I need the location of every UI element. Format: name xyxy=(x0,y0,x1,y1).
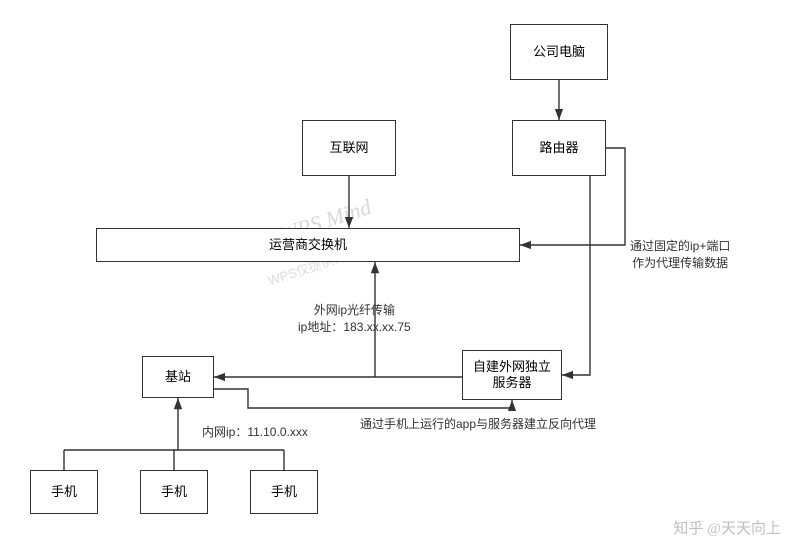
node-base-station: 基站 xyxy=(142,356,214,398)
node-internet: 互联网 xyxy=(302,120,396,176)
label-reverse-proxy: 通过手机上运行的app与服务器建立反向代理 xyxy=(360,416,596,433)
node-phone-1: 手机 xyxy=(30,470,98,514)
label-lan-ip: 内网ip：11.10.0.xxx xyxy=(202,424,308,441)
node-phone-2: 手机 xyxy=(140,470,208,514)
label-wan-ip: 外网ip光纤传输 ip地址：183.xx.xx.75 xyxy=(298,302,411,336)
node-carrier-switch: 运营商交换机 xyxy=(96,228,520,262)
node-phone-3: 手机 xyxy=(250,470,318,514)
node-company-pc: 公司电脑 xyxy=(510,24,608,80)
signature: 知乎 @天天向上 xyxy=(673,517,781,538)
label-proxy: 通过固定的ip+端口 作为代理传输数据 xyxy=(630,238,730,272)
node-router: 路由器 xyxy=(512,120,606,176)
edges-layer xyxy=(0,0,799,550)
node-self-server: 自建外网独立 服务器 xyxy=(462,350,562,400)
